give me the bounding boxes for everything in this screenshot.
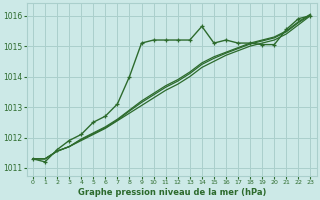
X-axis label: Graphe pression niveau de la mer (hPa): Graphe pression niveau de la mer (hPa) bbox=[77, 188, 266, 197]
